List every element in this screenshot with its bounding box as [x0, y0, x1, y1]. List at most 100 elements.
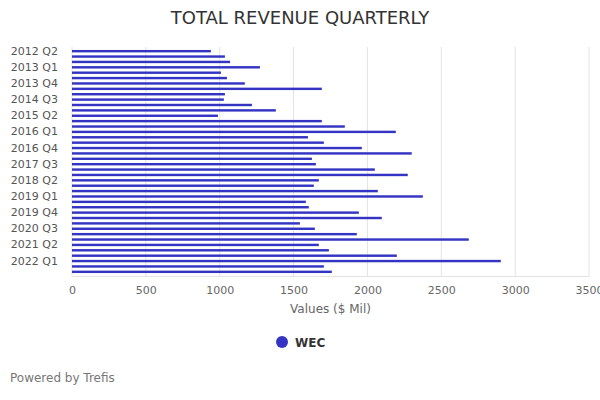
- bar: [72, 55, 225, 57]
- bar: [72, 163, 316, 165]
- bar: [72, 206, 309, 208]
- grid-line: [441, 47, 442, 276]
- y-tick-label: 2019 Q4: [11, 206, 58, 219]
- x-tick-label: 1000: [206, 284, 234, 297]
- grid-line: [145, 47, 146, 276]
- title: TOTAL REVENUE QUARTERLY: [170, 7, 430, 28]
- y-tick-label: 2019 Q1: [11, 190, 58, 203]
- bar: [72, 98, 224, 100]
- bar: [72, 174, 408, 176]
- bar: [72, 217, 382, 219]
- x-tick: 500: [136, 276, 157, 297]
- x-tick: 1000: [206, 276, 234, 297]
- bar: [72, 136, 308, 138]
- y-tick-label: 2016 Q4: [11, 142, 58, 155]
- bar: [72, 228, 315, 230]
- x-tick-label: 500: [136, 284, 157, 297]
- y-tick: 2017 Q3: [11, 158, 58, 171]
- y-tick-label: 2018 Q2: [11, 174, 58, 187]
- bar: [72, 152, 412, 154]
- bar: [72, 249, 329, 251]
- bar: [72, 66, 260, 68]
- x-tick: 0: [69, 276, 76, 297]
- bar-series: [72, 50, 501, 273]
- bar: [72, 260, 501, 262]
- y-tick: 2019 Q4: [11, 206, 58, 219]
- y-tick-label: 2014 Q3: [11, 93, 58, 106]
- chart: TOTAL REVENUE QUARTERLY 0 500 1000 1500 2000 2…: [0, 0, 600, 400]
- bar: [72, 147, 362, 149]
- x-tick: 2000: [354, 276, 382, 297]
- y-tick: 2014 Q3: [11, 93, 58, 106]
- y-tick-label: 2016 Q1: [11, 125, 58, 138]
- x-tick-label: 3500: [576, 284, 600, 297]
- bar: [72, 109, 276, 111]
- bar: [72, 131, 396, 133]
- x-tick-label: 1500: [280, 284, 308, 297]
- y-tick: 2012 Q2: [11, 45, 58, 58]
- y-tick-label: 2015 Q2: [11, 109, 58, 122]
- x-tick: 1500: [280, 276, 308, 297]
- legend-label: WEC: [295, 336, 325, 350]
- bar: [72, 195, 423, 197]
- bar: [72, 265, 324, 267]
- bar: [72, 71, 221, 73]
- y-tick-label: 2012 Q2: [11, 45, 58, 58]
- y-tick: 2016 Q4: [11, 142, 58, 155]
- bar: [72, 185, 314, 187]
- grid-line: [219, 47, 220, 276]
- bar: [72, 141, 324, 143]
- legend-marker: [276, 336, 288, 348]
- x-tick-label: 2500: [428, 284, 456, 297]
- bar: [72, 61, 230, 63]
- bar: [72, 88, 322, 90]
- bar: [72, 158, 312, 160]
- footnote: Powered by Trefis: [10, 371, 115, 385]
- x-axis-title: Values ($ Mil): [290, 302, 371, 316]
- grid-line: [72, 47, 73, 276]
- y-tick-label: 2013 Q1: [11, 61, 58, 74]
- bar: [72, 238, 469, 240]
- y-tick-label: 2022 Q1: [11, 255, 58, 268]
- y-tick: 2018 Q2: [11, 174, 58, 187]
- grid-line: [589, 47, 590, 276]
- y-axis: 2012 Q2 2013 Q1 2013 Q4 2014 Q3 2015 Q2 2016 …: [11, 45, 58, 268]
- y-tick: 2022 Q1: [11, 255, 58, 268]
- bar: [72, 244, 319, 246]
- bar: [72, 168, 375, 170]
- bar: [72, 104, 252, 106]
- bar: [72, 254, 397, 256]
- bar: [72, 120, 322, 122]
- y-tick: 2019 Q1: [11, 190, 58, 203]
- bar: [72, 233, 357, 235]
- y-tick: 2015 Q2: [11, 109, 58, 122]
- bar: [72, 179, 319, 181]
- y-tick: 2021 Q2: [11, 238, 58, 251]
- plot-area: [72, 50, 501, 273]
- bar: [72, 77, 227, 79]
- legend: WEC: [276, 336, 325, 350]
- bar: [72, 93, 225, 95]
- y-tick: 2020 Q3: [11, 222, 58, 235]
- grid: [72, 47, 589, 276]
- x-tick-label: 2000: [354, 284, 382, 297]
- grid-line: [367, 47, 368, 276]
- bar: [72, 190, 378, 192]
- bar: [72, 222, 300, 224]
- y-tick: 2016 Q1: [11, 125, 58, 138]
- y-tick-label: 2020 Q3: [11, 222, 58, 235]
- bar: [72, 50, 211, 52]
- bar: [72, 211, 359, 213]
- x-axis: 0 500 1000 1500 2000 2500 3000 3500: [69, 276, 600, 297]
- x-tick-label: 3000: [502, 284, 530, 297]
- x-tick: 3000: [502, 276, 530, 297]
- bar: [72, 125, 345, 127]
- grid-line: [293, 47, 294, 276]
- grid-line: [515, 47, 516, 276]
- y-tick-label: 2013 Q4: [11, 77, 58, 90]
- x-tick: 3500: [576, 276, 600, 297]
- bar: [72, 271, 332, 273]
- y-tick-label: 2017 Q3: [11, 158, 58, 171]
- bar: [72, 82, 245, 84]
- bar: [72, 201, 306, 203]
